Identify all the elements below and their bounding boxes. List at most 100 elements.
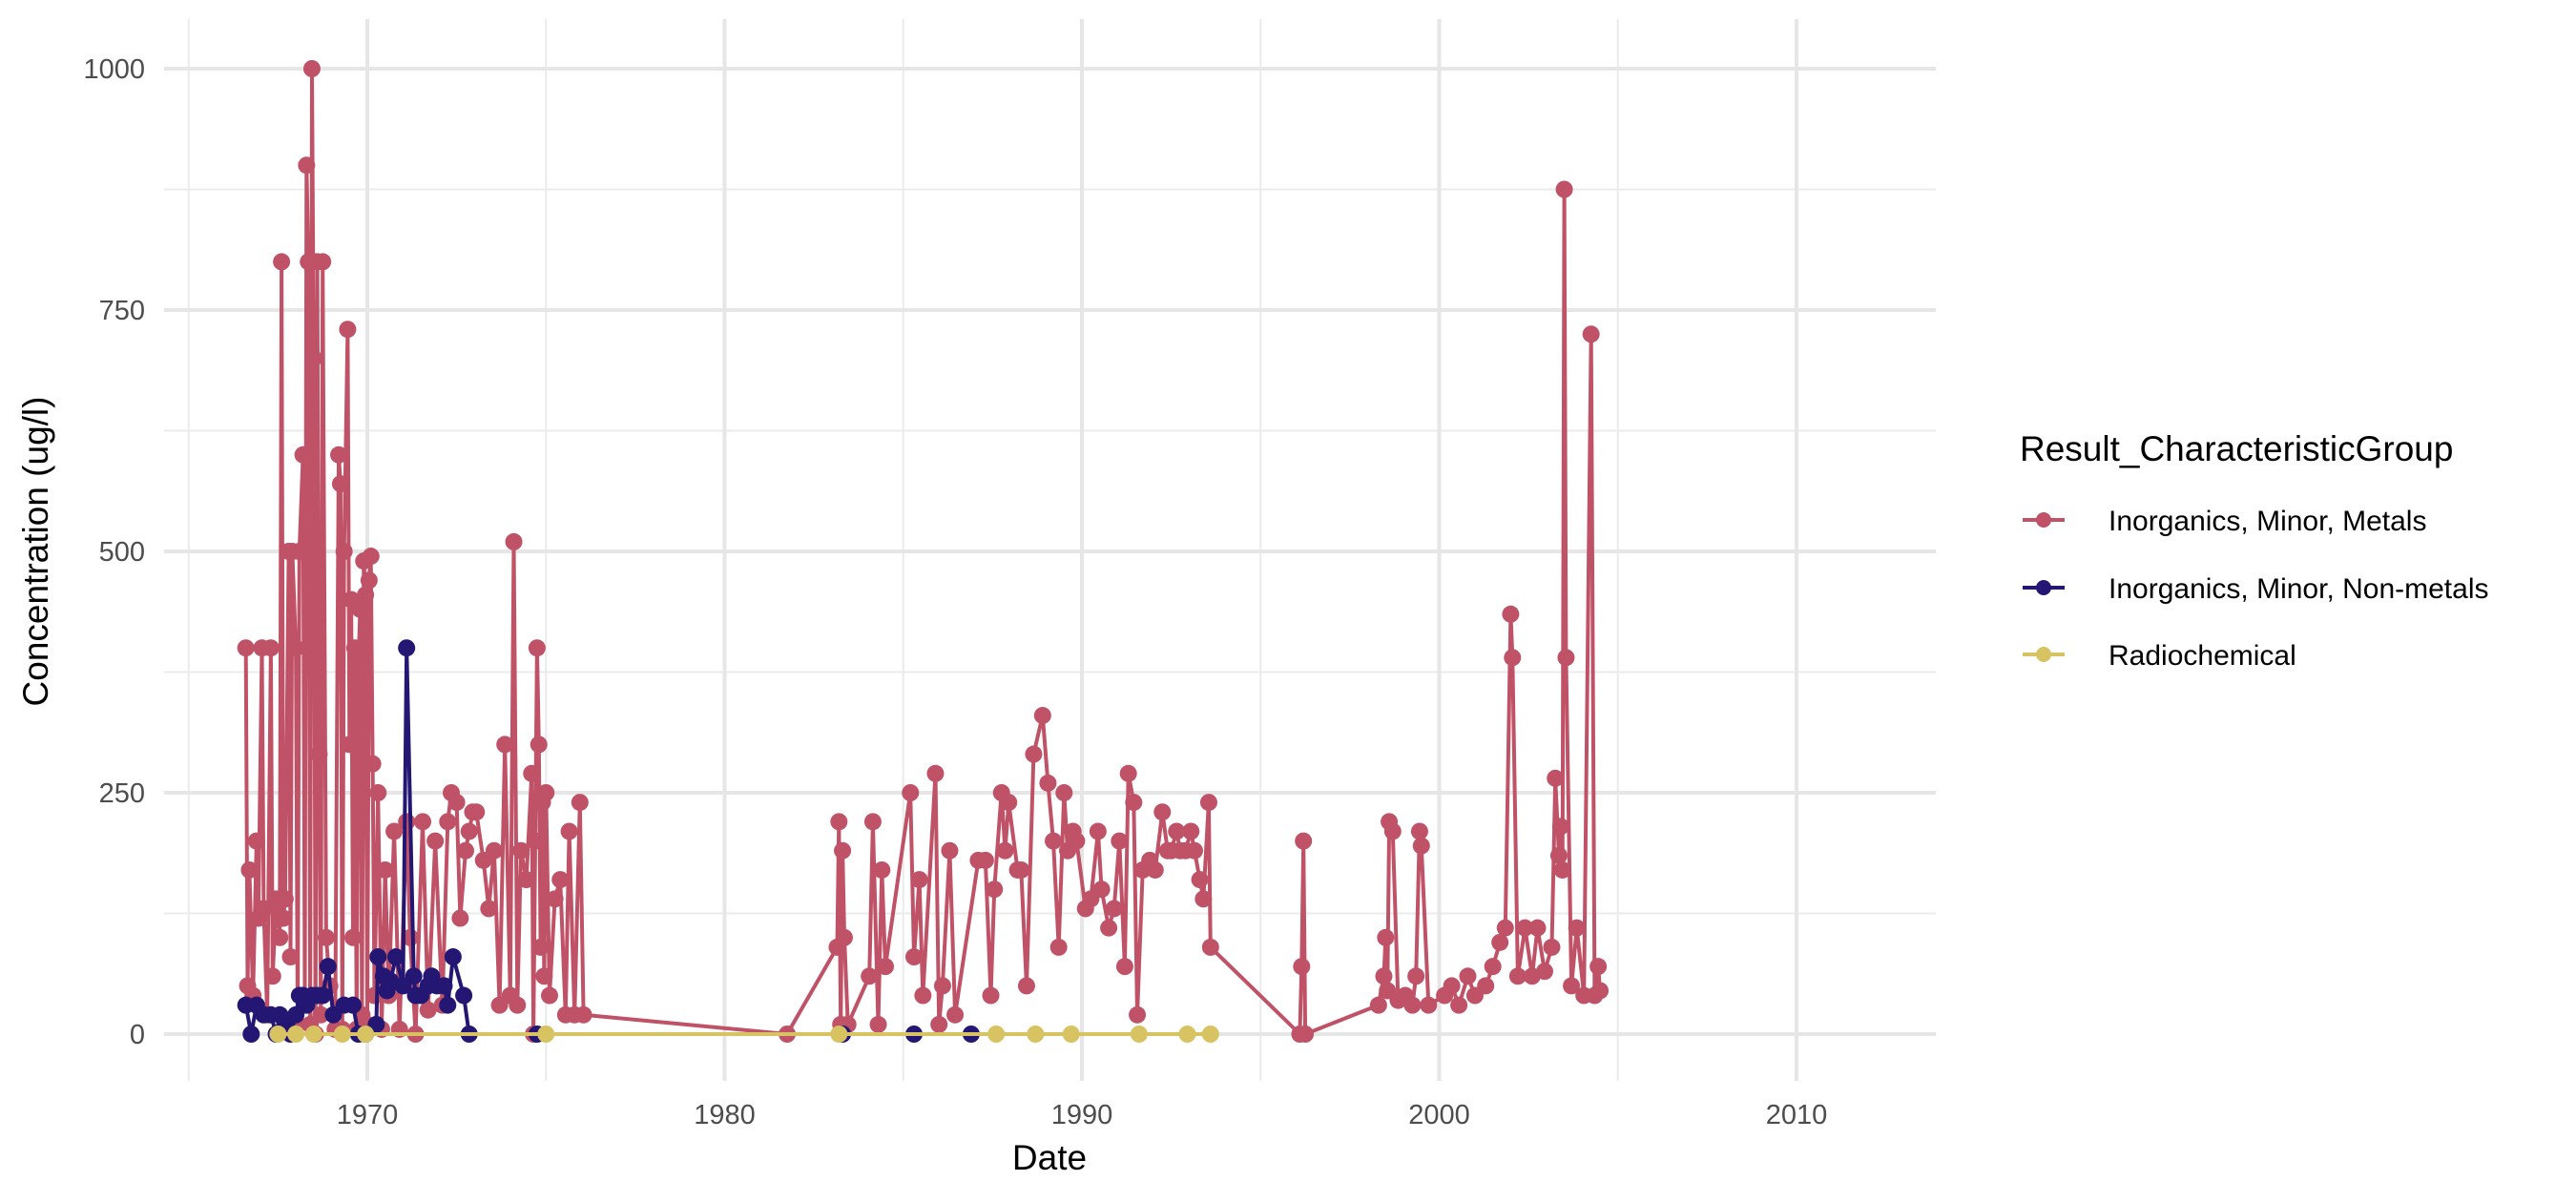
data-point — [460, 822, 478, 840]
data-point — [1551, 818, 1569, 836]
data-point — [247, 832, 265, 850]
data-point — [344, 928, 363, 946]
data-point — [904, 948, 923, 966]
data-point — [914, 986, 932, 1005]
data-point — [255, 900, 273, 918]
data-point — [1582, 325, 1600, 343]
data-point — [485, 841, 503, 860]
data-point — [1111, 832, 1129, 850]
data-point — [976, 851, 994, 869]
data-point — [1119, 764, 1137, 782]
data-point — [1039, 774, 1057, 792]
y-tick-label: 500 — [99, 537, 145, 568]
data-point — [1055, 784, 1073, 801]
data-point — [369, 948, 387, 966]
data-point — [1130, 1026, 1148, 1043]
data-point — [517, 871, 535, 889]
data-point — [439, 996, 457, 1014]
x-tick-label: 1970 — [337, 1100, 399, 1130]
data-point — [341, 736, 359, 754]
data-point — [335, 543, 353, 560]
data-point — [290, 543, 308, 560]
data-point — [1045, 832, 1063, 850]
data-point — [330, 446, 348, 464]
legend-key-point-icon — [2036, 647, 2051, 662]
data-point — [1591, 982, 1610, 1000]
data-point — [1375, 967, 1393, 985]
data-point — [540, 986, 558, 1005]
y-tick-label: 750 — [99, 296, 145, 326]
data-point — [946, 1005, 965, 1024]
data-point — [1555, 180, 1573, 198]
data-point — [242, 1026, 260, 1043]
x-axis-title: Date — [1012, 1138, 1087, 1177]
data-point — [1049, 938, 1068, 956]
legend: Result_CharacteristicGroup Inorganics, M… — [2020, 429, 2489, 672]
data-point — [835, 928, 853, 946]
data-point — [560, 822, 578, 840]
data-point — [869, 1015, 887, 1033]
data-point — [873, 860, 891, 879]
data-point — [1553, 860, 1571, 879]
data-point — [527, 832, 545, 850]
data-point — [360, 571, 378, 590]
data-point — [509, 996, 527, 1014]
legend-key-point-icon — [2036, 580, 2051, 595]
data-point — [444, 948, 462, 966]
data-point — [496, 736, 514, 754]
data-point — [455, 986, 473, 1005]
data-point — [1443, 977, 1461, 995]
data-point — [312, 1005, 330, 1024]
data-point — [877, 958, 895, 976]
data-point — [1549, 846, 1568, 864]
legend-item: Inorganics, Minor, Metals — [2023, 506, 2426, 537]
data-point — [933, 977, 951, 995]
data-point — [1092, 881, 1111, 899]
data-point — [1535, 963, 1553, 981]
data-point — [447, 794, 466, 812]
data-point — [1185, 841, 1203, 860]
legend-item: Radiochemical — [2023, 640, 2296, 672]
data-point — [1557, 649, 1575, 667]
data-point — [531, 938, 550, 956]
data-point — [480, 900, 498, 918]
data-point — [1491, 933, 1509, 951]
data-point — [1027, 1026, 1045, 1043]
data-point — [863, 813, 882, 831]
data-point — [456, 841, 474, 860]
data-point — [1450, 996, 1468, 1014]
data-point — [1410, 822, 1428, 840]
data-point — [1100, 919, 1118, 937]
data-point — [1420, 996, 1438, 1014]
data-point — [261, 639, 280, 657]
data-point — [426, 832, 445, 850]
data-point — [535, 967, 553, 985]
data-point — [941, 841, 959, 860]
data-point — [1199, 794, 1217, 812]
data-point — [830, 813, 848, 831]
data-point — [1407, 967, 1425, 985]
data-point — [1068, 832, 1086, 850]
data-point — [274, 909, 292, 927]
data-point — [1383, 822, 1402, 840]
data-point — [302, 60, 321, 77]
data-point — [357, 1026, 375, 1043]
data-point — [344, 996, 363, 1014]
data-point — [369, 784, 387, 801]
data-point — [1191, 871, 1209, 889]
data-point — [1153, 803, 1172, 821]
data-point — [331, 475, 349, 493]
data-point — [574, 1005, 592, 1024]
data-point — [830, 1026, 848, 1043]
data-point — [910, 871, 928, 889]
data-point — [1000, 794, 1018, 812]
data-point — [1182, 822, 1200, 840]
data-point — [276, 890, 294, 908]
data-point — [1017, 977, 1035, 995]
data-point — [439, 813, 457, 831]
data-point — [310, 745, 328, 763]
data-point — [861, 967, 879, 985]
x-axis-tick-labels: 1970 1980 1990 2000 2010 — [337, 1100, 1828, 1130]
data-point — [1459, 967, 1477, 985]
